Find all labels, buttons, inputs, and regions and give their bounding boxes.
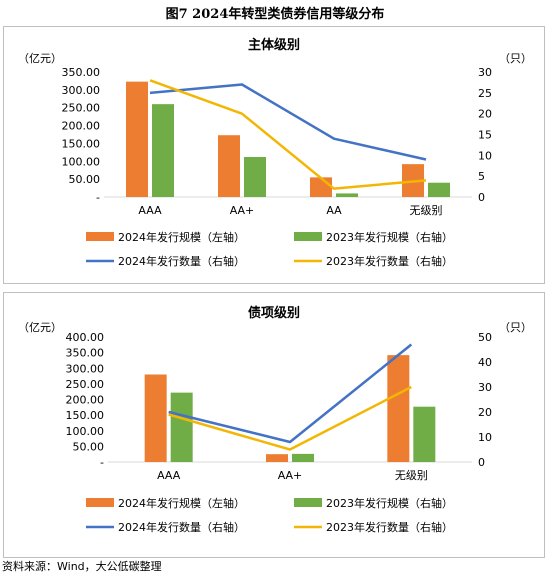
legend-swatch	[294, 498, 322, 507]
bar-2023-scale	[413, 406, 436, 462]
category-label: AA	[326, 204, 342, 217]
category-label: AA+	[230, 204, 255, 217]
left-tick-label: 200.00	[62, 120, 101, 133]
legend-swatch	[86, 498, 114, 507]
left-tick-label: 150.00	[62, 137, 101, 150]
bar-2024-scale	[266, 454, 288, 462]
bar-2023-scale	[170, 392, 193, 462]
line-2023-count	[168, 385, 412, 451]
left-tick-label: -	[96, 191, 100, 204]
right-tick-label: 0	[478, 456, 485, 469]
left-tick-label: 350.00	[62, 66, 101, 79]
legend-label: 2023年发行规模（右轴）	[326, 230, 453, 244]
category-label: AA+	[278, 469, 303, 482]
legend-label: 2023年发行数量（右轴）	[326, 520, 453, 534]
legend-label: 2024年发行数量（右轴）	[118, 254, 245, 268]
left-tick-label: 200.00	[66, 394, 105, 407]
bar-2023-scale	[244, 157, 266, 197]
left-tick-label: 150.00	[66, 409, 105, 422]
right-tick-label: 20	[478, 108, 492, 121]
left-tick-label: 50.00	[69, 173, 101, 186]
bond-rating-chart: 债项级别 （亿元） （只） - 50.00 100.00 150.00 200.00 250.0…	[18, 305, 532, 534]
bar-2024-scale	[310, 177, 332, 197]
category-label: AAA	[157, 469, 181, 482]
line-2024-count	[168, 343, 413, 444]
right-tick-label: 5	[478, 170, 485, 183]
line-2023-count	[149, 79, 427, 190]
legend-swatch	[86, 232, 114, 241]
left-tick-label: 300.00	[62, 84, 101, 97]
left-tick-label: 50.00	[73, 440, 105, 453]
left-tick-label: 100.00	[66, 425, 105, 438]
bar-2024-scale	[126, 81, 148, 197]
bar-2023-scale	[428, 182, 450, 197]
legend-label: 2023年发行数量（右轴）	[326, 254, 453, 268]
left-tick-label: 400.00	[66, 331, 105, 344]
right-tick-label: 50	[478, 331, 492, 344]
legend-label: 2024年发行数量（右轴）	[118, 520, 245, 534]
left-tick-label: 350.00	[66, 347, 105, 360]
bar-2024-scale	[218, 135, 240, 197]
category-label: 无级别	[395, 469, 428, 482]
left-axis-unit: （亿元）	[18, 321, 62, 334]
left-tick-label: 250.00	[62, 102, 101, 115]
chart-panel-issuer-rating: 主体级别 （亿元） （只） - 50.00 100.00 150.00 200.00 250.0…	[3, 26, 545, 284]
right-tick-label: 30	[478, 381, 492, 394]
right-tick-label: 0	[478, 191, 485, 204]
right-axis-unit: （只）	[499, 321, 532, 334]
bar-2023-scale	[152, 104, 174, 197]
right-tick-label: 10	[478, 149, 492, 162]
bar-2024-scale	[387, 355, 410, 462]
chart-panel-bond-rating: 债项级别 （亿元） （只） - 50.00 100.00 150.00 200.00 250.0…	[3, 292, 545, 558]
right-tick-label: 30	[478, 66, 492, 79]
left-tick-label: -	[100, 456, 104, 469]
right-tick-label: 15	[478, 129, 492, 142]
legend-label: 2024年发行规模（左轴）	[118, 496, 245, 510]
legend-label: 2023年发行规模（右轴）	[326, 496, 453, 510]
right-axis-unit: （只）	[499, 52, 532, 65]
category-label: 无级别	[410, 204, 443, 217]
left-tick-label: 100.00	[62, 155, 101, 168]
figure-title: 图7 2024年转型类债券信用等级分布	[165, 7, 385, 22]
bar-2024-scale	[144, 374, 167, 462]
right-tick-label: 10	[478, 431, 492, 444]
bar-2023-scale	[336, 193, 358, 197]
left-axis-unit: （亿元）	[18, 52, 62, 65]
issuer-rating-chart: 主体级别 （亿元） （只） - 50.00 100.00 150.00 200.00 250.0…	[18, 37, 532, 268]
right-tick-label: 20	[478, 406, 492, 419]
category-label: AAA	[138, 204, 162, 217]
left-tick-label: 300.00	[66, 362, 105, 375]
legend-label: 2024年发行规模（左轴）	[118, 230, 245, 244]
chart-title: 主体级别	[248, 37, 300, 53]
right-tick-label: 40	[478, 356, 492, 369]
left-tick-label: 250.00	[66, 378, 105, 391]
legend-swatch	[294, 232, 322, 241]
source-note: 资料来源：Wind，大公低碳整理	[2, 560, 162, 573]
bar-2023-scale	[292, 453, 314, 462]
right-tick-label: 25	[478, 87, 492, 100]
chart-title: 债项级别	[248, 305, 300, 321]
line-2024-count	[149, 83, 427, 161]
